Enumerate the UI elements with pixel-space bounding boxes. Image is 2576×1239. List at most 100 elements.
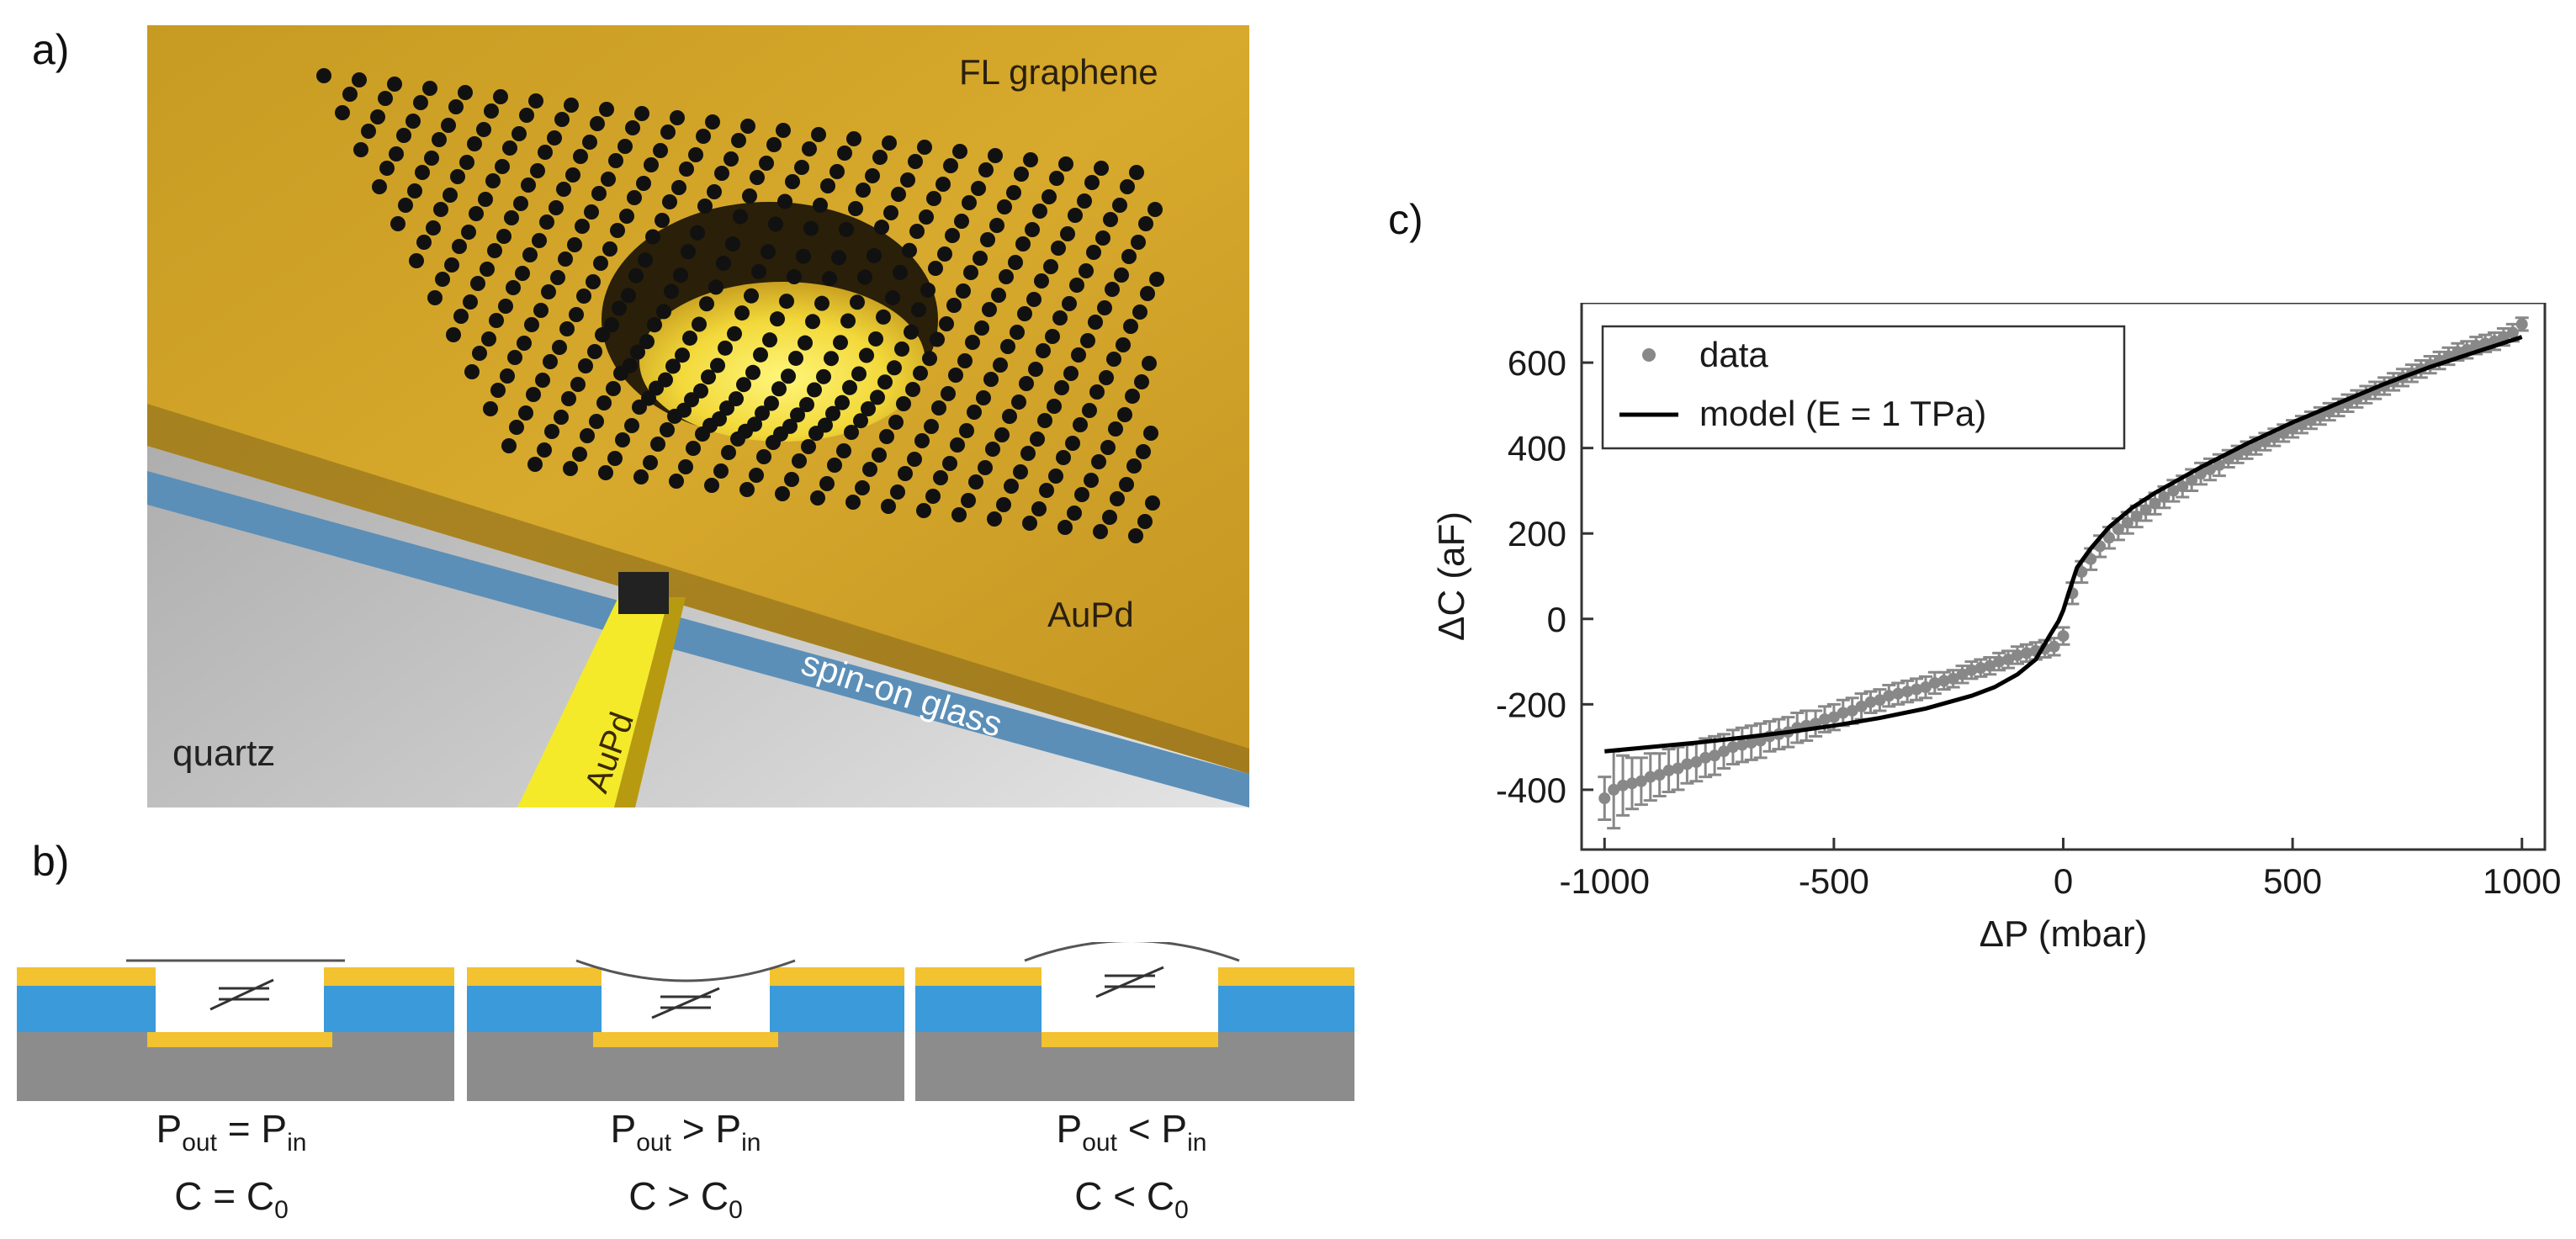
graphene-atom (511, 126, 527, 141)
graphene-atom (844, 425, 859, 440)
graphene-atom (731, 133, 746, 148)
data-point (1855, 700, 1868, 712)
graphene-atom (788, 350, 803, 366)
graphene-atom (827, 458, 842, 473)
graphene-atom (427, 290, 443, 305)
graphene-atom (515, 266, 530, 281)
graphene-atom (547, 130, 562, 146)
graphene-atom (615, 432, 630, 447)
data-point (1919, 681, 1932, 694)
graphene-atom (855, 480, 870, 495)
graphene-atom (835, 394, 850, 410)
graphene-atom (1148, 202, 1163, 217)
graphene-atom (820, 178, 835, 193)
data-point (1947, 672, 1959, 685)
graphene-atom (458, 85, 473, 100)
graphene-atom (941, 386, 956, 401)
graphene-atom (771, 381, 787, 397)
graphene-atom (1023, 152, 1038, 167)
graphene-atom (952, 144, 967, 159)
graphene-atom (533, 303, 549, 318)
graphene-atom (1067, 506, 1082, 521)
device-illustration: FL graphene AuPd quartz spin-on glass Au… (147, 25, 1249, 807)
graphene-atom (537, 442, 552, 458)
graphene-atom (461, 225, 476, 240)
graphene-atom (919, 209, 934, 225)
graphene-atom (842, 379, 857, 395)
graphene-atom (1037, 413, 1052, 428)
graphene-atom (446, 327, 461, 342)
graphene-atom (870, 389, 885, 405)
graphene-atom (530, 163, 545, 178)
graphene-atom (1123, 319, 1138, 334)
graphene-atom (564, 98, 579, 113)
graphene-atom (1114, 267, 1129, 283)
graphene-atom (761, 244, 776, 260)
graphene-atom (1132, 304, 1148, 320)
graphene-atom (509, 420, 524, 435)
graphene-atom (943, 158, 958, 173)
graphene-atom (721, 445, 736, 460)
graphene-atom (997, 199, 1012, 214)
graphene-atom (736, 377, 751, 393)
graphene-atom (584, 204, 599, 220)
graphene-atom (1022, 516, 1037, 531)
data-point (1837, 707, 1849, 719)
legend-data-label: data (1699, 335, 1768, 374)
graphene-atom (1031, 501, 1047, 516)
graphene-atom (481, 331, 496, 347)
graphene-atom (506, 280, 521, 295)
graphene-atom (744, 288, 759, 304)
graphene-atom (965, 335, 980, 350)
graphene-atom (896, 396, 911, 411)
graphene-atom (464, 364, 480, 379)
schematic-less (915, 942, 1354, 1101)
graphene-atom (978, 460, 993, 475)
graphene-atom (1036, 343, 1051, 358)
graphene-atom (942, 456, 957, 471)
graphene-atom (1099, 370, 1114, 385)
graphene-atom (989, 218, 1004, 233)
data-point (1745, 737, 1757, 749)
label-quartz: quartz (172, 733, 275, 774)
caption-pressure-less: Pout < Pin (1056, 1107, 1207, 1157)
graphene-atom (1088, 315, 1103, 330)
graphene-atom (599, 102, 614, 117)
graphene-atom (625, 120, 640, 135)
legend-model-label: model (E = 1 TPa) (1699, 394, 1986, 433)
graphene-atom (879, 429, 894, 444)
caption-capacitance-greater: C > C0 (628, 1174, 743, 1225)
graphene-atom (604, 317, 619, 333)
graphene-atom (613, 365, 628, 381)
graphene-atom (1097, 300, 1112, 315)
graphene-atom (630, 344, 645, 360)
data-point (1718, 745, 1731, 758)
graphene-atom (522, 247, 538, 262)
panel-label-c: c) (1388, 196, 1423, 243)
data-point (1883, 690, 1895, 702)
graphene-atom (784, 472, 799, 487)
graphene-atom (1086, 245, 1101, 260)
graphene-atom (920, 282, 936, 298)
data-point (1726, 741, 1739, 754)
graphene-atom (617, 139, 633, 154)
graphene-atom (907, 452, 922, 467)
graphene-atom (1026, 292, 1042, 307)
graphene-atom (669, 474, 684, 489)
data-point (2057, 630, 2070, 643)
graphene-atom (342, 87, 358, 102)
graphene-atom (1119, 477, 1134, 492)
data-point (2139, 504, 2152, 516)
graphene-atom (1011, 394, 1026, 410)
graphene-atom (538, 145, 553, 160)
schematic-equal (17, 959, 454, 1101)
graphene-atom (701, 369, 716, 385)
graphene-atom (872, 150, 888, 165)
graphene-atom (776, 123, 791, 138)
graphene-atom (1094, 161, 1109, 176)
model-line (1604, 335, 2523, 754)
graphene-atom (671, 180, 686, 195)
graphene-atom (805, 314, 820, 330)
y-tick-label: 600 (1508, 343, 1566, 383)
graphene-atom (559, 321, 575, 336)
